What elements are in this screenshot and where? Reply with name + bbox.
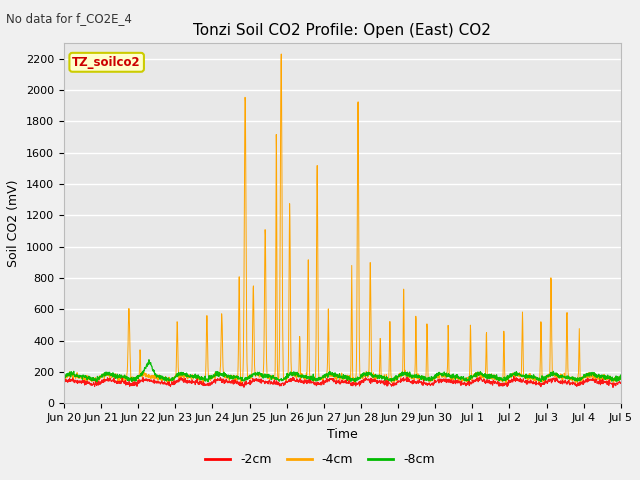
-8cm	[602, 377, 609, 383]
-2cm	[617, 380, 625, 386]
-4cm	[601, 375, 609, 381]
-4cm	[602, 377, 609, 383]
-8cm	[60, 374, 68, 380]
-4cm	[60, 376, 68, 382]
-8cm	[465, 379, 473, 385]
-2cm	[609, 384, 617, 390]
-8cm	[601, 374, 609, 380]
-4cm	[317, 376, 324, 382]
-2cm	[331, 377, 339, 383]
-8cm	[331, 370, 339, 376]
X-axis label: Time: Time	[327, 429, 358, 442]
Legend: -2cm, -4cm, -8cm: -2cm, -4cm, -8cm	[200, 448, 440, 471]
-2cm	[601, 379, 609, 385]
-8cm	[88, 377, 96, 383]
-2cm	[601, 380, 609, 385]
-2cm	[510, 373, 518, 379]
Text: No data for f_CO2E_4: No data for f_CO2E_4	[6, 12, 132, 25]
-4cm	[332, 375, 339, 381]
Y-axis label: Soil CO2 (mV): Soil CO2 (mV)	[8, 180, 20, 267]
-8cm	[499, 378, 507, 384]
-4cm	[499, 374, 507, 380]
-8cm	[316, 377, 324, 383]
-4cm	[277, 51, 285, 57]
Text: TZ_soilco2: TZ_soilco2	[72, 56, 141, 69]
Line: -8cm: -8cm	[64, 360, 621, 382]
Title: Tonzi Soil CO2 Profile: Open (East) CO2: Tonzi Soil CO2 Profile: Open (East) CO2	[193, 23, 492, 38]
Line: -4cm: -4cm	[64, 54, 621, 384]
Line: -2cm: -2cm	[64, 376, 621, 387]
-2cm	[60, 379, 68, 384]
-2cm	[88, 382, 96, 387]
-4cm	[88, 375, 96, 381]
-4cm	[617, 376, 625, 382]
-2cm	[499, 381, 506, 387]
-8cm	[145, 357, 153, 362]
-4cm	[238, 381, 246, 387]
-2cm	[316, 381, 324, 386]
-8cm	[617, 373, 625, 379]
